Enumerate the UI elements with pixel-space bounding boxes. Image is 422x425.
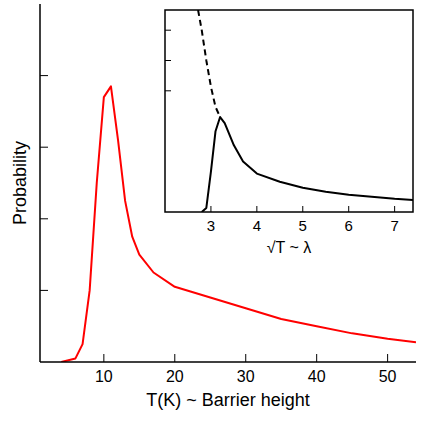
x-tick-label: 20 [166,368,184,385]
y-tick [165,30,171,31]
x-tick [394,206,395,212]
x-tick [302,206,303,212]
x-tick-label: 3 [207,217,215,234]
y-tick [40,218,48,219]
x-tick-label: 10 [95,368,113,385]
chart-0: 10 20 30 40 50 T(K) ~ Barrier height Probabili… [10,4,416,410]
chart-1: 3 4 5 6 7 √T ~ λ [165,10,413,256]
y-axis [39,4,41,362]
y-axis-title: Probability [10,141,30,225]
x-axis-title: √T ~ λ [267,239,312,256]
x-tick-label: 50 [379,368,397,385]
x-tick [348,206,349,212]
x-axis [40,361,416,363]
x-tick-label: 40 [308,368,326,385]
x-tick-label: 6 [345,217,353,234]
x-tick [316,354,317,362]
x-tick [256,206,257,212]
y-tick [165,60,171,61]
x-tick-label: 30 [237,368,255,385]
chart-root: 10 20 30 40 50 T(K) ~ Barrier height Probabili… [0,0,422,425]
series-line [202,117,413,212]
y-tick [40,290,48,291]
y-tick [40,75,48,76]
y-tick [165,90,171,91]
series-line [198,10,220,117]
x-tick-label: 7 [390,217,398,234]
x-tick-label: 5 [299,217,307,234]
x-tick [387,354,388,362]
inset-background [165,10,413,212]
x-tick-label: 4 [253,217,261,234]
x-axis-title: T(K) ~ Barrier height [146,390,310,410]
x-tick [210,206,211,212]
plot-area [198,10,413,212]
x-tick [103,354,104,362]
x-tick [174,354,175,362]
x-tick [245,354,246,362]
frame [165,10,413,212]
y-tick [40,147,48,148]
